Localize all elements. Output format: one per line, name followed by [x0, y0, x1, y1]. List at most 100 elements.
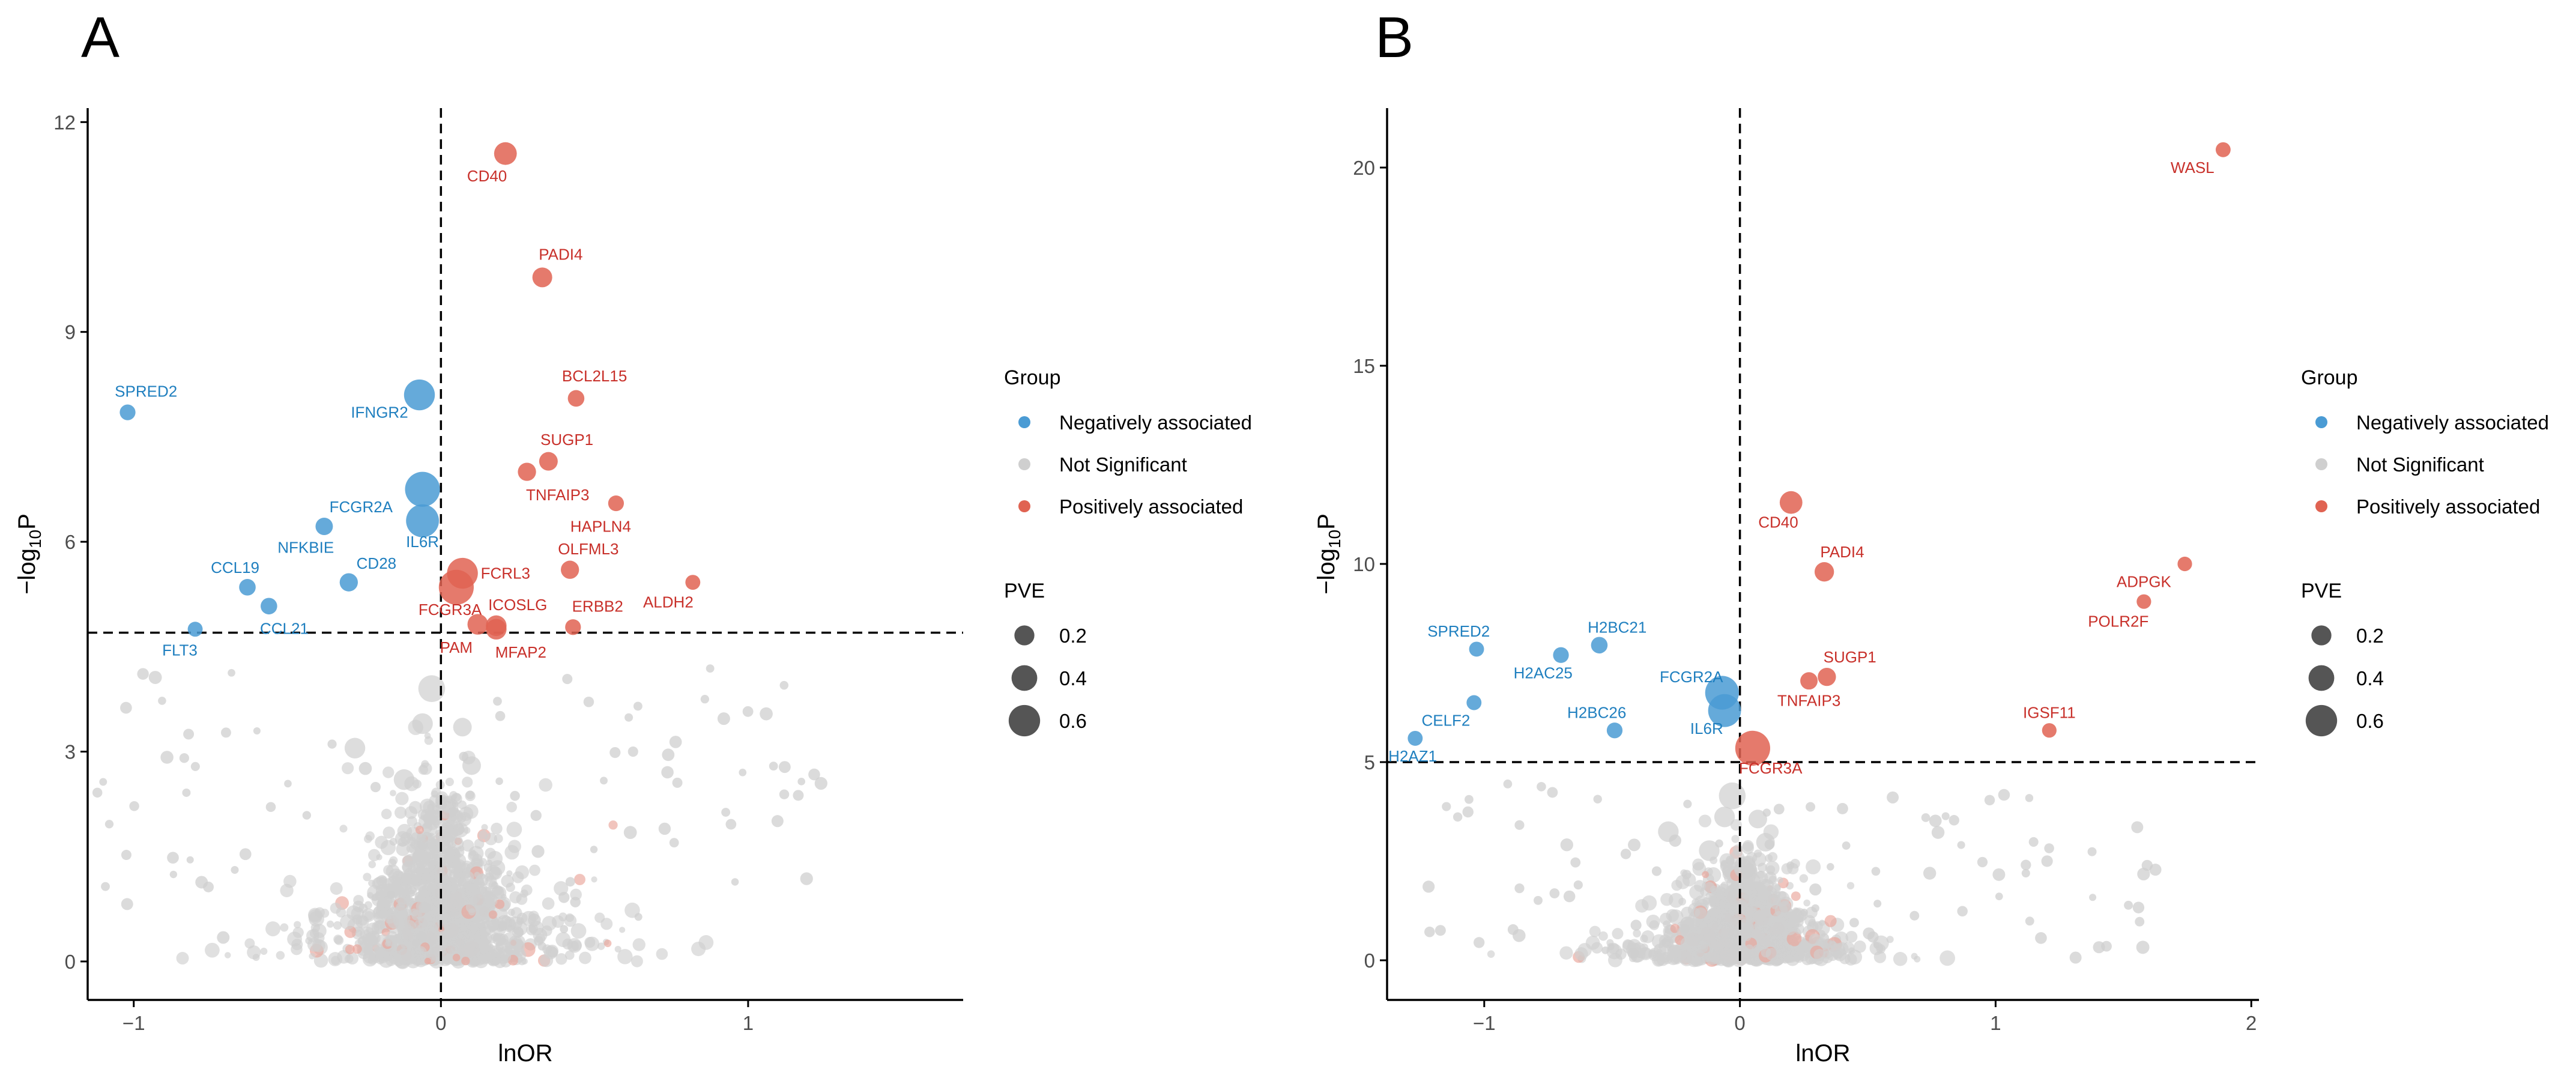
nonsig-point [418, 675, 446, 703]
nonsig-point [779, 680, 789, 690]
label-bcl2l15-a: BCL2L15 [562, 367, 627, 385]
nonsig-point [419, 892, 425, 898]
nonsig-point [1649, 920, 1660, 930]
label-fcrl3-a: FCRL3 [481, 565, 530, 583]
nonsig-point [368, 861, 376, 868]
nonsig-point [1773, 804, 1785, 815]
nonsig-point [769, 762, 778, 771]
nonsig-point [1806, 802, 1816, 812]
nonsig-point [379, 876, 387, 884]
point-cd28-a [339, 573, 358, 592]
label-sugp1-b: SUGP1 [1824, 648, 1876, 666]
label-pam-a: PAM [440, 638, 473, 656]
nonsig-point [452, 954, 461, 961]
nonsig-point [1630, 919, 1642, 931]
nonsig-point [516, 917, 524, 925]
nonsig-point [334, 936, 344, 945]
nonsig-point [393, 769, 415, 790]
nonsig-point [1708, 898, 1717, 907]
nonsig-point [284, 780, 292, 788]
x-tick-label-b: 0 [1734, 1012, 1745, 1034]
nonsig-point [531, 845, 545, 858]
nonsig-point [394, 807, 407, 819]
nonsig-point [1698, 814, 1712, 828]
nonsig-point [381, 808, 392, 820]
legend-pve-label-a: 0.2 [1059, 625, 1087, 647]
nonsig-point [373, 905, 387, 918]
nonsig-point [1777, 876, 1783, 883]
y-tick-label-a: 3 [65, 741, 76, 763]
nonsig-point [1549, 888, 1560, 898]
label-spred2-a: SPRED2 [115, 383, 177, 401]
nonsig-point [1921, 813, 1930, 822]
nonsig-point [739, 768, 747, 777]
nonsig-point [1791, 891, 1801, 901]
point-wasl-b [2215, 142, 2231, 157]
nonsig-point [294, 921, 301, 928]
nonsig-point [1871, 867, 1881, 876]
nonsig-point [121, 898, 133, 910]
x-tick-label-a: 0 [435, 1012, 446, 1034]
nonsig-point [608, 820, 618, 830]
label-wasl-b: WASL [2171, 159, 2215, 177]
nonsig-point [305, 937, 313, 945]
point-nfkbie-a [315, 518, 333, 535]
nonsig-point [1723, 921, 1735, 931]
point-hapln4-a [608, 495, 624, 512]
legend-pve-key-a [1011, 665, 1038, 691]
nonsig-point [623, 826, 637, 840]
nonsig-point [396, 902, 406, 913]
point-h2ac25-b [1553, 647, 1569, 663]
nonsig-point [1765, 861, 1780, 876]
legend-pve-key-b [2311, 625, 2332, 646]
nonsig-point [415, 825, 424, 834]
point-il6r-b [1708, 694, 1741, 727]
nonsig-point [363, 873, 372, 882]
nonsig-point [1651, 866, 1662, 876]
nonsig-point [1601, 946, 1609, 954]
nonsig-point [1661, 936, 1673, 948]
label-aldh2-a: ALDH2 [643, 593, 694, 611]
nonsig-point [402, 855, 414, 868]
nonsig-point [1845, 930, 1858, 943]
label-il6r-b: IL6R [1690, 719, 1723, 737]
label-olfml3-a: OLFML3 [558, 540, 618, 558]
nonsig-point [459, 807, 474, 821]
nonsig-point [393, 914, 408, 928]
nonsig-point [570, 897, 581, 907]
point-adpgk-b [2177, 556, 2192, 572]
nonsig-point [446, 881, 458, 893]
nonsig-point [434, 844, 441, 852]
nonsig-point [101, 882, 110, 891]
point-h2az1-b [1407, 730, 1423, 746]
nonsig-point [542, 916, 557, 931]
label-fcgr3a-b: FCGR3A [1739, 759, 1803, 777]
nonsig-point [244, 938, 255, 949]
nonsig-point [252, 954, 260, 961]
nonsig-point [457, 878, 464, 885]
nonsig-point [1869, 941, 1884, 955]
nonsig-point [529, 864, 540, 876]
nonsig-point [1534, 895, 1543, 905]
nonsig-point [485, 897, 495, 907]
nonsig-point [336, 907, 346, 918]
nonsig-point [416, 849, 424, 856]
nonsig-point [1719, 782, 1746, 810]
label-il6r-a: IL6R [406, 533, 439, 551]
nonsig-point [231, 866, 239, 874]
nonsig-point [1929, 814, 1942, 828]
nonsig-point [2044, 843, 2054, 853]
legend-pve-key-a [1008, 704, 1041, 737]
nonsig-point [609, 746, 621, 759]
nonsig-point [339, 825, 348, 833]
nonsig-point [1863, 927, 1875, 940]
nonsig-point [1606, 939, 1614, 946]
nonsig-point [158, 697, 166, 705]
nonsig-point [2041, 855, 2053, 867]
nonsig-point [169, 870, 178, 879]
legend-pve-label-b: 0.4 [2356, 667, 2384, 689]
nonsig-point [1442, 802, 1451, 811]
nonsig-point [327, 739, 337, 749]
nonsig-point [1759, 937, 1770, 948]
point-fcgr3a-b [1735, 730, 1771, 766]
